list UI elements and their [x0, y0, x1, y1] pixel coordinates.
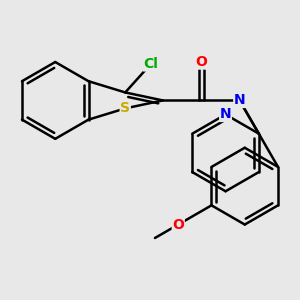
Text: N: N: [234, 93, 245, 107]
Text: N: N: [220, 107, 231, 122]
Text: S: S: [120, 101, 130, 116]
Text: Cl: Cl: [143, 57, 158, 71]
Text: O: O: [195, 55, 207, 69]
Text: O: O: [172, 218, 184, 232]
